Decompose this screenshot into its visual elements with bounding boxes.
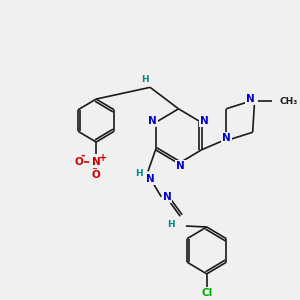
Text: H: H	[142, 75, 149, 84]
Text: -: -	[80, 151, 85, 161]
Text: N: N	[176, 161, 185, 171]
Text: +: +	[99, 153, 107, 163]
Text: N: N	[246, 94, 255, 104]
Text: Cl: Cl	[201, 288, 212, 298]
Text: O: O	[75, 157, 83, 166]
Text: O: O	[92, 170, 100, 180]
Text: N: N	[200, 116, 209, 125]
Text: N: N	[222, 133, 230, 143]
Text: H: H	[135, 169, 142, 178]
Text: N: N	[163, 192, 171, 202]
Text: N: N	[92, 157, 100, 166]
Text: H: H	[167, 220, 175, 229]
Text: N: N	[146, 174, 154, 184]
Text: CH₃: CH₃	[279, 97, 297, 106]
Text: N: N	[148, 116, 157, 125]
